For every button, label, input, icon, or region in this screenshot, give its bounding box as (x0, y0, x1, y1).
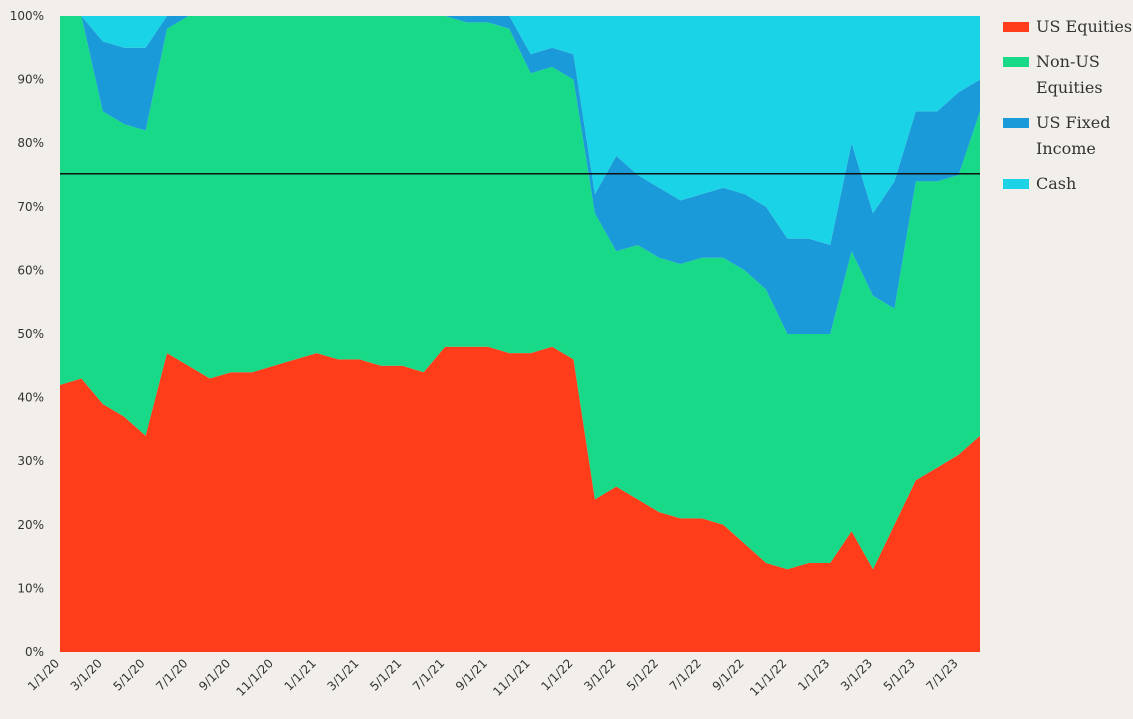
x-tick-label: 7/1/20 (153, 656, 190, 693)
legend: US Equities Non-US Equities US Fixed Income C… (1003, 17, 1132, 193)
area-series-group (60, 16, 980, 652)
legend-swatch (1003, 118, 1029, 128)
x-tick-label: 1/1/23 (795, 656, 832, 693)
y-tick-label: 30% (17, 454, 44, 468)
y-tick-label: 90% (17, 73, 44, 87)
x-tick-label: 1/1/22 (538, 656, 575, 693)
legend-label: Cash (1036, 174, 1076, 193)
area-series-us-fixed-income (60, 16, 980, 334)
x-tick-label: 3/1/22 (581, 656, 618, 693)
y-tick-label: 40% (17, 391, 44, 405)
x-tick-label: 7/1/23 (924, 656, 961, 693)
x-tick-label: 5/1/21 (367, 656, 404, 693)
x-tick-label: 5/1/22 (624, 656, 661, 693)
legend-swatch (1003, 179, 1029, 189)
x-tick-label: 3/1/20 (68, 656, 105, 693)
area-series-cash (60, 16, 980, 245)
legend-label: US Equities (1036, 17, 1132, 36)
y-tick-label: 80% (17, 136, 44, 150)
x-tick-label: 1/1/20 (25, 656, 62, 693)
x-tick-label: 9/1/20 (196, 656, 233, 693)
x-tick-label: 7/1/22 (667, 656, 704, 693)
x-tick-label: 5/1/20 (110, 656, 147, 693)
x-tick-label: 1/1/21 (282, 656, 319, 693)
x-tick-label: 11/1/20 (233, 656, 276, 699)
y-tick-label: 50% (17, 327, 44, 341)
y-tick-label: 70% (17, 200, 44, 214)
legend-label: US Fixed Income (1036, 113, 1110, 158)
y-tick-label: 0% (25, 645, 44, 659)
x-tick-label: 7/1/21 (410, 656, 447, 693)
y-tick-label: 100% (10, 9, 44, 23)
area-series-us-equities (60, 346, 980, 652)
legend-label: Non-US Equities (1036, 52, 1103, 97)
x-tick-label: 9/1/22 (710, 656, 747, 693)
x-axis-tick-labels: 1/1/20 3/1/20 5/1/20 7/1/20 9/1/20 11/1/20 1/1… (25, 656, 961, 699)
x-tick-label: 3/1/21 (324, 656, 361, 693)
x-tick-label: 5/1/23 (881, 656, 918, 693)
y-tick-label: 10% (17, 581, 44, 595)
y-axis-tick-labels: 0% 10% 20% 30% 40% 50% 60% 70% 80% 90% 100% (10, 9, 44, 659)
x-tick-label: 3/1/23 (838, 656, 875, 693)
x-tick-label: 9/1/21 (453, 656, 490, 693)
area-series-non-us-equities (60, 16, 980, 570)
x-tick-label: 11/1/21 (490, 656, 533, 699)
y-tick-label: 20% (17, 518, 44, 532)
y-tick-label: 60% (17, 263, 44, 277)
legend-swatch (1003, 22, 1029, 32)
legend-swatch (1003, 57, 1029, 67)
x-tick-label: 11/1/22 (747, 656, 790, 699)
